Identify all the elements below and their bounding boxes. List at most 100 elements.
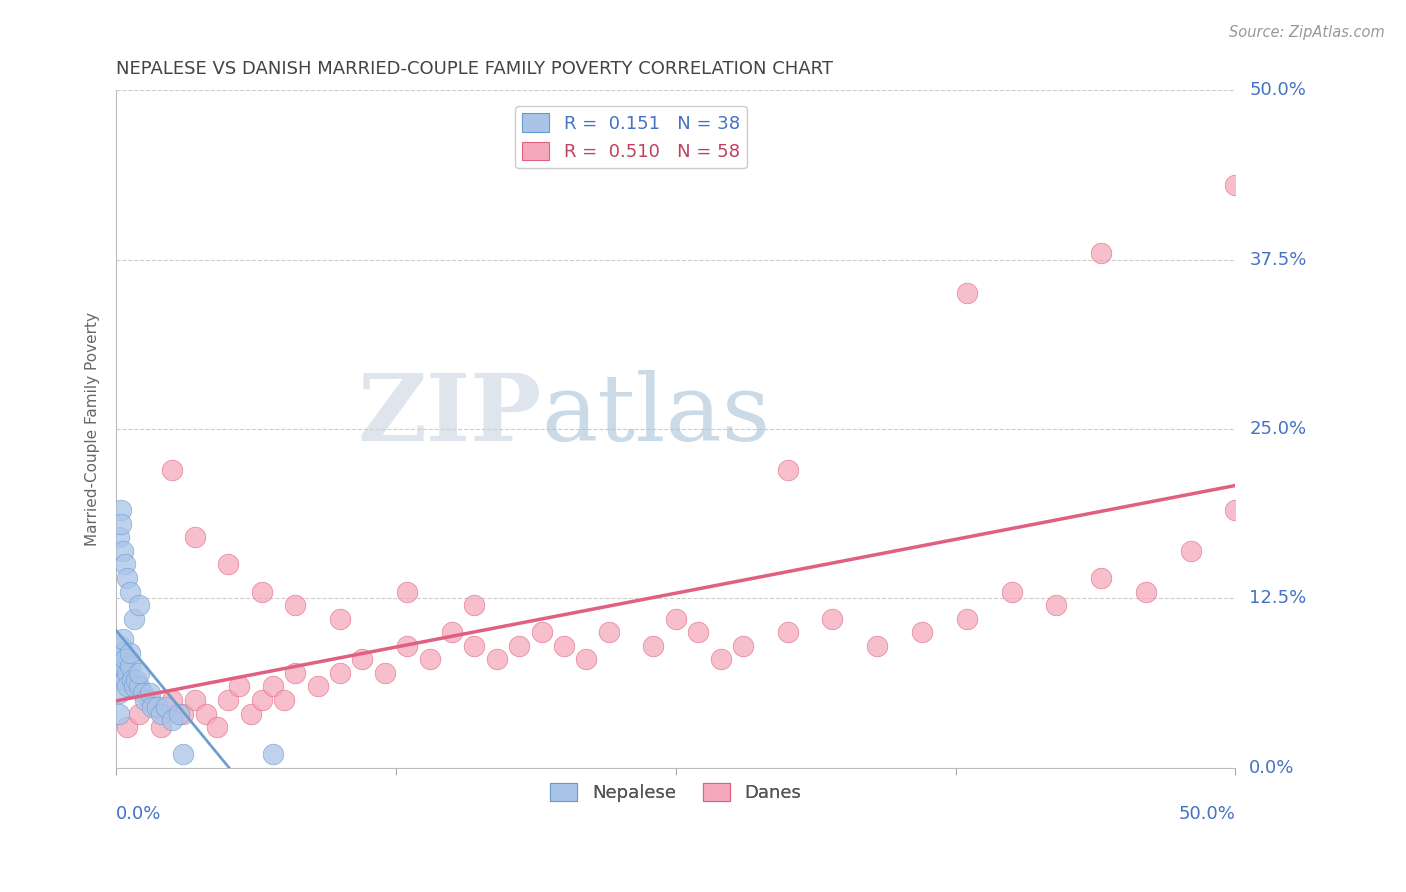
Point [688, 625, 710, 640]
Point [866, 639, 889, 653]
Point [118, 584, 141, 599]
Point [463, 639, 485, 653]
Point [155, 699, 177, 714]
Point [107, 706, 129, 721]
Point [440, 625, 463, 640]
Point [1090, 571, 1112, 585]
Point [167, 706, 190, 721]
Point [134, 693, 156, 707]
Point [110, 516, 132, 531]
Point [139, 686, 162, 700]
Text: 0.0%: 0.0% [1250, 759, 1295, 777]
Point [956, 612, 979, 626]
Point [329, 665, 352, 680]
Point [110, 639, 132, 653]
Point [553, 639, 575, 653]
Point [194, 706, 217, 721]
Point [598, 625, 620, 640]
Point [111, 646, 134, 660]
Point [1225, 503, 1247, 517]
Point [111, 659, 134, 673]
Point [508, 639, 530, 653]
Point [117, 680, 139, 694]
Point [352, 652, 374, 666]
Point [114, 558, 136, 572]
Point [111, 632, 134, 646]
Point [250, 584, 273, 599]
Point [396, 584, 419, 599]
Point [183, 530, 205, 544]
Point [262, 747, 284, 761]
Point [128, 706, 150, 721]
Point [122, 680, 145, 694]
Point [117, 720, 139, 734]
Text: atlas: atlas [541, 370, 770, 460]
Text: 12.5%: 12.5% [1250, 590, 1306, 607]
Text: 50.0%: 50.0% [1178, 805, 1236, 823]
Point [731, 639, 754, 653]
Point [118, 659, 141, 673]
Point [374, 665, 396, 680]
Point [128, 665, 150, 680]
Point [122, 612, 145, 626]
Point [575, 652, 598, 666]
Point [228, 680, 250, 694]
Point [821, 612, 844, 626]
Point [463, 598, 485, 612]
Point [396, 639, 419, 653]
Point [160, 462, 183, 476]
Point [114, 652, 136, 666]
Point [262, 680, 284, 694]
Point [217, 558, 239, 572]
Point [117, 571, 139, 585]
Point [250, 693, 273, 707]
Point [139, 693, 162, 707]
Point [132, 686, 155, 700]
Point [530, 625, 553, 640]
Point [160, 713, 183, 727]
Point [121, 673, 143, 687]
Point [145, 699, 167, 714]
Point [710, 652, 733, 666]
Point [911, 625, 934, 640]
Point [117, 665, 139, 680]
Point [150, 706, 173, 721]
Text: NEPALESE VS DANISH MARRIED-COUPLE FAMILY POVERTY CORRELATION CHART: NEPALESE VS DANISH MARRIED-COUPLE FAMILY… [117, 60, 834, 78]
Point [111, 544, 134, 558]
Point [284, 665, 307, 680]
Text: Source: ZipAtlas.com: Source: ZipAtlas.com [1229, 25, 1385, 40]
Point [160, 693, 183, 707]
Point [125, 673, 148, 687]
Point [141, 699, 163, 714]
Point [110, 665, 132, 680]
Point [1000, 584, 1022, 599]
Legend: Nepalese, Danes: Nepalese, Danes [543, 776, 808, 809]
Point [1045, 598, 1067, 612]
Point [118, 646, 141, 660]
Point [273, 693, 295, 707]
Text: 0.0%: 0.0% [117, 805, 162, 823]
Point [1135, 584, 1157, 599]
Y-axis label: Married-Couple Family Poverty: Married-Couple Family Poverty [86, 312, 100, 546]
Text: ZIP: ZIP [357, 370, 541, 460]
Text: 50.0%: 50.0% [1250, 81, 1306, 99]
Point [128, 598, 150, 612]
Point [329, 612, 352, 626]
Point [128, 680, 150, 694]
Point [419, 652, 441, 666]
Point [643, 639, 665, 653]
Point [110, 503, 132, 517]
Text: 37.5%: 37.5% [1250, 251, 1306, 268]
Point [307, 680, 329, 694]
Point [1090, 245, 1112, 260]
Point [217, 693, 239, 707]
Point [114, 673, 136, 687]
Point [284, 598, 307, 612]
Text: 25.0%: 25.0% [1250, 420, 1306, 438]
Point [665, 612, 688, 626]
Point [107, 686, 129, 700]
Point [1180, 544, 1202, 558]
Point [205, 720, 228, 734]
Point [776, 462, 799, 476]
Point [239, 706, 262, 721]
